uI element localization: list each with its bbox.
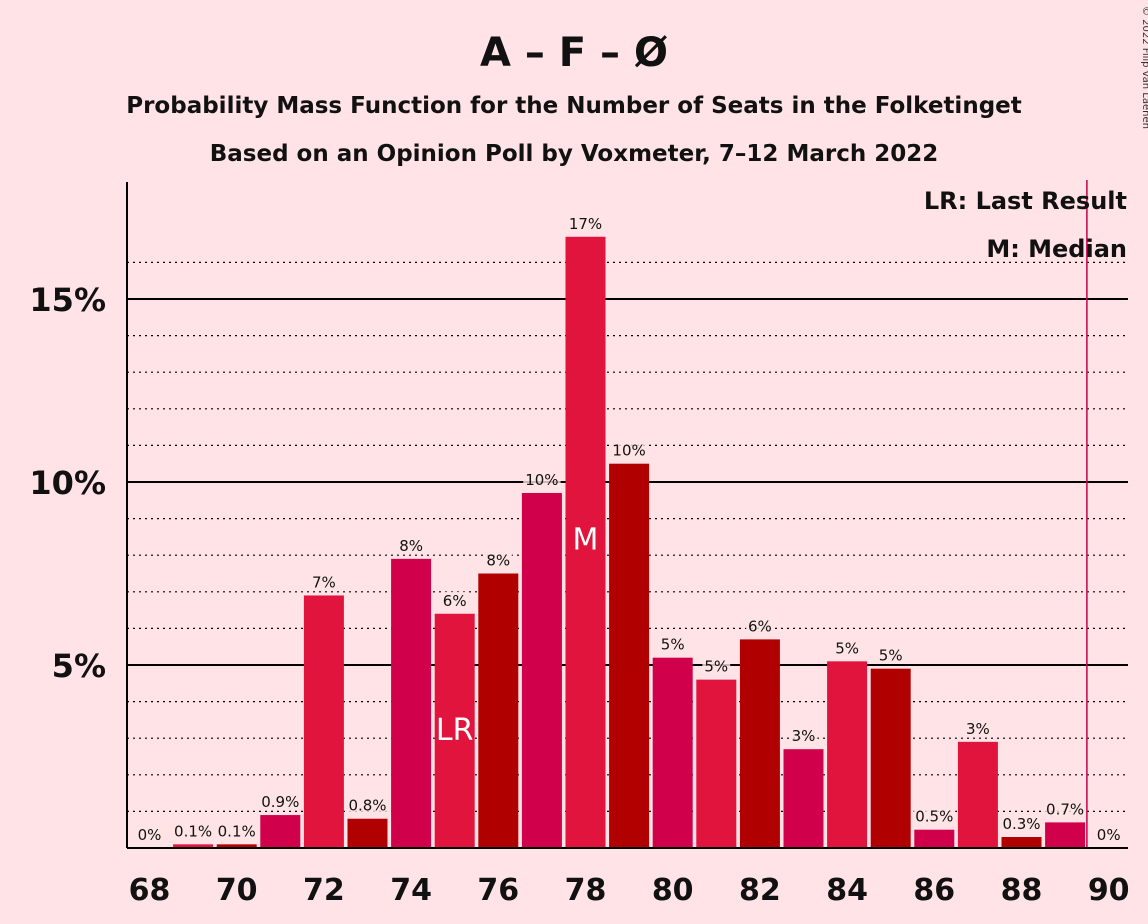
chart-title: A – F – Ø xyxy=(480,30,668,76)
data-label: 6% xyxy=(748,617,772,635)
data-label-bg xyxy=(964,719,992,737)
bar xyxy=(1045,822,1086,848)
data-label: 0.8% xyxy=(348,797,386,815)
x-tick-label: 90 xyxy=(1088,873,1130,908)
data-label: 5% xyxy=(879,647,903,665)
data-label-bg xyxy=(440,591,469,609)
y-tick-label: 10% xyxy=(29,464,106,502)
data-label-bg xyxy=(135,826,164,843)
bar xyxy=(609,463,650,848)
copyright-text: © 2022 Filip van Laenen xyxy=(1140,6,1148,129)
last-result-marker: LR xyxy=(436,713,474,748)
data-label-bg xyxy=(1094,826,1123,843)
data-label: 0.1% xyxy=(218,822,256,840)
bar xyxy=(303,595,344,848)
data-label: 7% xyxy=(312,573,336,591)
data-label-bg xyxy=(259,793,302,811)
data-label: 3% xyxy=(792,727,816,745)
data-label: 0.3% xyxy=(1002,815,1040,833)
data-label-bg xyxy=(1044,800,1087,818)
data-label: 5% xyxy=(661,636,685,654)
bar xyxy=(565,236,606,848)
data-label-bg xyxy=(215,822,258,840)
bar xyxy=(434,613,475,848)
x-tick-label: 74 xyxy=(390,873,432,908)
bar xyxy=(696,679,737,848)
grid xyxy=(127,261,1128,813)
data-label: 0.1% xyxy=(174,822,212,840)
bar xyxy=(652,657,693,848)
data-label-bg xyxy=(789,727,818,745)
bar xyxy=(260,815,301,848)
x-tick-label: 76 xyxy=(477,873,519,908)
data-label-bg xyxy=(310,573,338,591)
chart-subtitle-1: Probability Mass Function for the Number… xyxy=(126,93,1022,119)
data-label: 0.5% xyxy=(915,808,953,826)
y-tick-label: 5% xyxy=(52,647,106,685)
y-tick-label: 15% xyxy=(29,281,106,319)
bar xyxy=(173,844,214,848)
data-label: 10% xyxy=(525,471,558,489)
data-label-bg xyxy=(610,441,648,459)
data-label: 0% xyxy=(138,826,162,844)
bar xyxy=(914,829,955,848)
data-label-bg xyxy=(523,470,561,488)
data-label: 0.7% xyxy=(1046,800,1084,818)
legend-last-result: LR: Last Result xyxy=(924,187,1127,215)
x-tick-label: 72 xyxy=(303,873,345,908)
data-label-bg xyxy=(397,536,425,554)
data-label: 8% xyxy=(486,552,510,570)
data-labels: 0% 0.1% 0.1% 0.9% 7% 0.8% 8% 6% LR 8% 10% 17% M 10% 5%… xyxy=(135,214,1123,844)
data-label: 5% xyxy=(835,639,859,657)
x-tick-label: 84 xyxy=(826,873,868,908)
data-label-bg xyxy=(484,551,513,569)
data-label-bg xyxy=(172,822,215,840)
bar xyxy=(870,668,911,848)
bar xyxy=(957,741,998,848)
bar xyxy=(783,749,824,848)
data-label-bg xyxy=(346,796,389,814)
data-label: 10% xyxy=(612,442,645,460)
data-label-bg xyxy=(833,639,861,657)
data-label: 8% xyxy=(399,537,423,555)
bar xyxy=(739,639,780,848)
bar xyxy=(827,661,868,848)
x-tick-label: 82 xyxy=(739,873,781,908)
data-label-bg xyxy=(913,807,956,825)
bar xyxy=(347,818,388,848)
legend-median: M: Median xyxy=(986,235,1127,263)
data-label: 0.9% xyxy=(261,793,299,811)
data-label: 17% xyxy=(569,215,602,233)
axes: 5% 10% 15% 68 70 72 74 76 78 80 82 84 86 88 90 xyxy=(29,180,1130,908)
data-label-bg xyxy=(876,646,905,664)
bar xyxy=(1001,837,1042,848)
data-label-bg xyxy=(658,635,687,653)
x-tick-label: 78 xyxy=(565,873,607,908)
x-tick-label: 86 xyxy=(913,873,955,908)
data-label-bg xyxy=(566,214,605,232)
bars xyxy=(173,236,1086,848)
bar xyxy=(216,844,257,848)
data-label-bg xyxy=(746,617,774,635)
data-label: 3% xyxy=(966,720,990,738)
x-tick-label: 68 xyxy=(129,873,171,908)
data-label: 6% xyxy=(443,592,467,610)
x-tick-label: 88 xyxy=(1001,873,1043,908)
median-marker: M xyxy=(573,523,599,558)
data-label-bg xyxy=(1000,815,1043,833)
data-label-bg xyxy=(702,657,731,675)
x-tick-label: 70 xyxy=(216,873,258,908)
x-tick-label: 80 xyxy=(652,873,694,908)
data-label: 5% xyxy=(704,658,728,676)
bar xyxy=(391,558,432,848)
bar xyxy=(478,573,519,848)
bar xyxy=(521,492,562,848)
chart-subtitle-2: Based on an Opinion Poll by Voxmeter, 7–… xyxy=(210,141,938,167)
data-label: 0% xyxy=(1097,826,1121,844)
